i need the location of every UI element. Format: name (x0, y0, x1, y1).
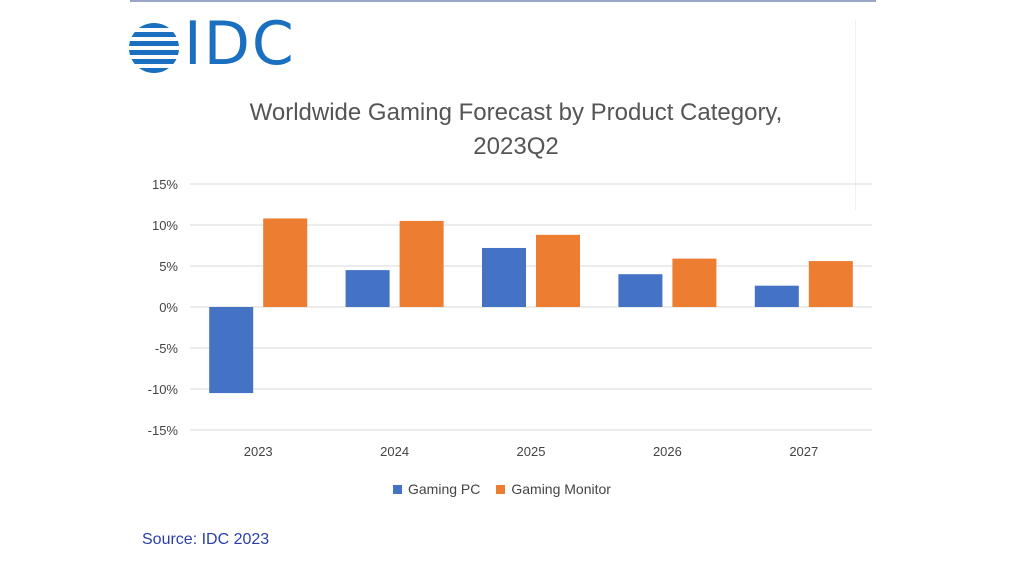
bar-gaming-pc-2024 (345, 270, 390, 307)
divider (855, 20, 856, 210)
bar-chart: 15% 10% 5% 0% -5% -10% -15% 2023 2024 2025 2026 202… (148, 177, 872, 459)
bar-gaming-monitor-2024 (399, 220, 444, 307)
y-tick-label: -5% (155, 341, 179, 356)
legend-swatch-gaming-monitor (496, 484, 506, 494)
source-note: Source: IDC 2023 (142, 531, 270, 548)
x-tick-label: 2025 (517, 444, 546, 459)
logo-text: IDC (184, 9, 296, 79)
legend-label-gaming-pc: Gaming PC (408, 481, 481, 497)
bar-gaming-pc-2023 (209, 307, 254, 394)
y-tick-label: 15% (152, 177, 178, 192)
x-tick-label: 2023 (244, 444, 273, 459)
legend-label-gaming-monitor: Gaming Monitor (511, 481, 611, 497)
chart-title: Worldwide Gaming Forecast by Product Cat… (130, 96, 902, 164)
chart-title-line-2: 2023Q2 (473, 133, 559, 160)
bar-gaming-monitor-2023 (263, 218, 308, 307)
x-tick-label: 2026 (653, 444, 682, 459)
bar-gaming-pc-2026 (618, 274, 663, 307)
y-tick-label: 5% (159, 259, 178, 274)
legend: Gaming PC Gaming Monitor (393, 481, 627, 497)
y-tick-label: -15% (148, 423, 179, 438)
chart-title-line-1: Worldwide Gaming Forecast by Product Cat… (249, 99, 783, 126)
y-tick-label: 10% (152, 218, 178, 233)
x-tick-label: 2027 (789, 444, 818, 459)
x-tick-label: 2024 (380, 444, 409, 459)
bar-gaming-pc-2025 (482, 247, 526, 307)
bar-gaming-monitor-2027 (808, 261, 853, 307)
bar-gaming-pc-2027 (754, 285, 799, 307)
bar-gaming-monitor-2026 (672, 258, 717, 307)
idc-logo: IDC (128, 14, 294, 76)
globe-icon (129, 23, 179, 73)
legend-item-gaming-monitor: Gaming Monitor (496, 481, 611, 497)
legend-item-gaming-pc: Gaming PC (393, 481, 480, 497)
y-tick-label: -10% (148, 382, 179, 397)
legend-swatch-gaming-pc (393, 484, 402, 494)
bar-gaming-monitor-2025 (536, 234, 580, 307)
top-rule (130, 0, 876, 2)
y-tick-label: 0% (159, 300, 178, 315)
